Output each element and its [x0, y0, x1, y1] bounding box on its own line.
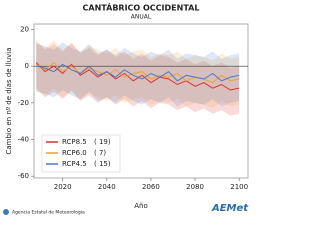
x-tick-label: 2040 [98, 183, 116, 191]
legend-count: ( 19) [94, 138, 111, 146]
legend-count: ( 15) [94, 160, 111, 168]
series-line [36, 63, 240, 82]
x-tick-label: 2080 [186, 183, 204, 191]
agency-name: Agencia Estatal de Meteorología [12, 209, 85, 216]
x-axis-label: Año [134, 202, 148, 210]
chart: CANTÁBRICO OCCIDENTAL ANUAL Año Cambio e… [3, 2, 249, 216]
logo: AEMet [211, 203, 249, 214]
series-line [35, 62, 240, 91]
legend-label: RCP6.0 [62, 149, 87, 157]
chart-subtitle: ANUAL [131, 14, 152, 21]
y-tick-label: -40 [18, 136, 29, 144]
y-axis-label: Cambio en nº de días de lluvia [5, 47, 13, 154]
x-tick-label: 2060 [142, 183, 160, 191]
series-line [35, 61, 240, 84]
y-tick-label: 0 [25, 62, 29, 70]
legend-count: ( 7) [94, 149, 106, 157]
x-tick-label: 2020 [54, 183, 72, 191]
y-tick-label: -20 [18, 99, 29, 107]
agency-icon [3, 209, 9, 215]
y-tick-label: 20 [20, 26, 29, 34]
band [36, 42, 240, 107]
legend-label: RCP8.5 [62, 138, 87, 146]
chart-title: CANTÁBRICO OCCIDENTAL [83, 2, 200, 13]
x-tick-label: 2100 [230, 183, 248, 191]
legend-label: RCP4.5 [62, 160, 87, 168]
y-tick-label: -60 [18, 172, 29, 180]
band [36, 40, 240, 109]
